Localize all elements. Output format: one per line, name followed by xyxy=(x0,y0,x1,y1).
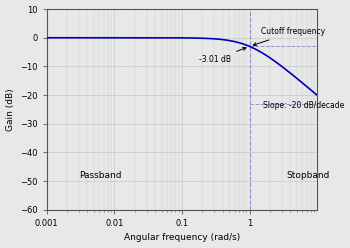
Y-axis label: Gain (dB): Gain (dB) xyxy=(6,88,15,131)
Text: Cutoff frequency: Cutoff frequency xyxy=(253,27,326,46)
Text: Slope: -20 dB/decade: Slope: -20 dB/decade xyxy=(263,101,345,110)
Text: Passband: Passband xyxy=(79,171,121,180)
X-axis label: Angular frequency (rad/s): Angular frequency (rad/s) xyxy=(124,233,240,243)
Text: -3.01 dB: -3.01 dB xyxy=(199,47,246,64)
Text: Stopband: Stopband xyxy=(286,171,330,180)
